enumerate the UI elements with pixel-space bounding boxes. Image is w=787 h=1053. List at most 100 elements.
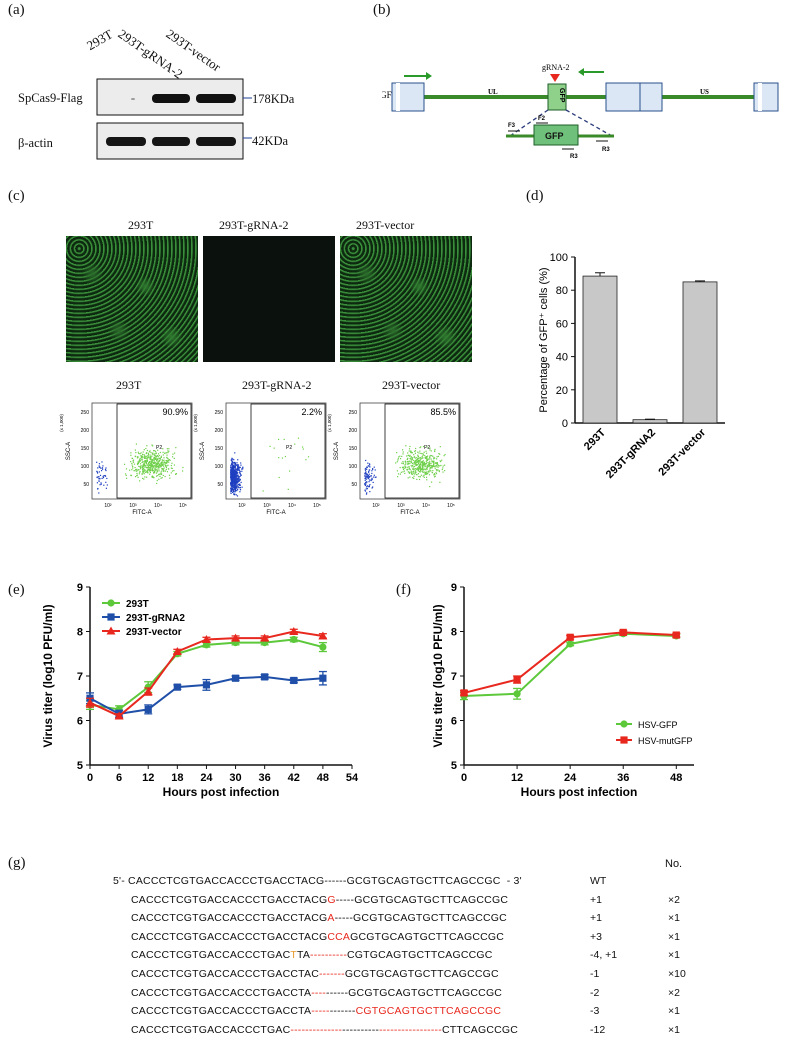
sequence-text: 5'- CACCCTCGTGACCACCCTGACCTACG------GCGT…	[113, 875, 522, 887]
ul-label: UL	[488, 88, 498, 96]
sequence-text: CACCCTCGTGACCACCCTGACCTA------------CGTG…	[131, 1005, 501, 1017]
y-axis-label: Virus titer (log10 PFU/ml)	[431, 604, 445, 747]
sequence-row: CACCCTCGTGACCACCCTGACCTA----------GCGTGC…	[0, 987, 787, 1005]
flow-gate-label: P2	[424, 445, 430, 451]
y-tick-label: 5	[77, 760, 83, 772]
data-point	[319, 643, 327, 651]
genome-schematic: HSV-GFP GFP UL US gRNA-2 GFP F3 F2 R3 R3	[382, 63, 779, 160]
flow-ytick: 100	[81, 464, 90, 470]
microscopy-293t	[66, 236, 198, 362]
sequence-segment: CACCCTCGTGACCACCCTGAC	[131, 1023, 291, 1036]
legend-label: 293T	[126, 599, 149, 610]
y-tick-label: 100	[550, 252, 568, 264]
flow-xtick: 10⁴	[154, 503, 162, 509]
sequence-text: CACCCTCGTGACCACCCTGACCTACGG-----GCGTGCAG…	[131, 894, 508, 906]
micro-title-vector: 293T-vector	[356, 218, 415, 232]
sequence-segment: G	[327, 893, 336, 906]
flow-xlabel: FITC-A	[132, 510, 151, 516]
data-point	[107, 613, 115, 621]
gfp-label-top: GFP	[558, 88, 565, 103]
flow-xlabel: FITC-A	[266, 510, 285, 516]
flow-title-vector: 293T-vector	[382, 378, 441, 392]
sequence-segment: CACCCTCGTGACCACCCTGACCTACG	[131, 930, 328, 943]
microscopy-grna2	[203, 236, 335, 362]
y-axis-label: Percentage of GFP⁺ cells (%)	[538, 267, 550, 412]
bar	[682, 281, 718, 424]
blot-image	[96, 78, 252, 160]
panel-label-b: (b)	[373, 2, 391, 18]
flow-xtick: 10³	[263, 503, 271, 509]
data-point	[513, 690, 521, 698]
y-tick-label: 0	[562, 418, 568, 430]
sequence-row: CACCCTCGTGACCACCCTGACCTACGG-----GCGTGCAG…	[0, 894, 787, 912]
sequence-segment: ----------	[342, 1023, 380, 1036]
flow-title-grna2: 293T-gRNA-2	[242, 378, 312, 392]
sequence-row: CACCCTCGTGACCACCCTGACCTAC-------GCGTGCAG…	[0, 968, 787, 986]
sequence-segment: 5'- CACCCTCGTGACCACCCTGACCTACG------GCGT…	[113, 875, 522, 887]
x-axis-label: Hours post infection	[521, 785, 638, 799]
data-point	[566, 640, 574, 648]
sequence-row: CACCCTCGTGACCACCCTGACCTACGCCAGCGTGCAGTGC…	[0, 931, 787, 949]
data-point	[202, 641, 211, 649]
panel-label-d: (d)	[526, 188, 544, 204]
mutation-type: -4, +1	[590, 949, 618, 962]
y-tick-label: 8	[451, 627, 457, 639]
flow-title-293t: 293T	[116, 378, 142, 392]
clone-count: ×1	[668, 930, 680, 943]
mutation-type: -3	[590, 1005, 600, 1018]
sequence-segment: ----	[311, 986, 326, 999]
x-tick-label: 18	[171, 772, 183, 784]
data-point	[289, 627, 299, 635]
data-point	[620, 736, 628, 744]
y-tick-label: 7	[77, 671, 83, 683]
sequence-text: CACCCTCGTGACCACCCTGACCTA----------GCGTGC…	[131, 987, 502, 999]
x-tick-label: 36	[259, 772, 271, 784]
row-label-spcas9: SpCas9-Flag	[18, 91, 83, 105]
x-tick-label: 54	[346, 772, 359, 784]
data-point	[173, 683, 181, 691]
data-point	[460, 689, 468, 697]
sequence-segment: -----------------	[379, 1023, 442, 1036]
data-point	[144, 705, 152, 713]
x-tick-label: 30	[229, 772, 241, 784]
x-tick-label: 48	[317, 772, 329, 784]
sequence-segment: -------	[329, 1005, 356, 1018]
panel-label-e: (e)	[8, 582, 25, 598]
sequence-segment: CACCCTCGTGACCACCCTGACCTACG	[131, 912, 328, 925]
x-axis-label: Hours post infection	[163, 785, 280, 799]
sequence-segment: CACCCTCGTGACCACCCTGACCTA	[131, 1005, 312, 1018]
mutation-type: -1	[590, 968, 600, 980]
sequence-segment: CGTGCAGTGCTTCAGCCGC	[347, 949, 493, 962]
primer-r3a: R3	[570, 154, 578, 160]
y-tick-label: 6	[451, 716, 457, 728]
gfp-label-insert: GFP	[545, 131, 564, 141]
flow-gate-label: P2	[286, 445, 292, 451]
y-tick-label: 9	[451, 582, 457, 594]
data-point	[143, 687, 153, 696]
y-tick-label: 80	[556, 285, 568, 297]
data-point	[513, 675, 521, 684]
sequence-text: CACCCTCGTGACCACCCTGACCTACGA-----GCGTGCAG…	[131, 912, 507, 924]
data-point	[107, 599, 115, 607]
flow-percent: 2.2%	[301, 407, 322, 417]
primer-f3: F3	[508, 123, 516, 129]
sequence-segment: CCA	[327, 930, 351, 943]
x-tick-label: 42	[288, 772, 300, 784]
flow-ytick: 50	[83, 482, 89, 488]
sequence-segment: GCGTGCAGTGCTTCAGCCGC	[350, 930, 505, 943]
flow-gate-label: P2	[156, 445, 162, 451]
grna-marker-icon	[550, 74, 560, 82]
size-label-42: 42KDa	[252, 134, 289, 148]
sequence-segment: CACCCTCGTGACCACCCTGACCTA	[131, 986, 312, 999]
flow-frame	[225, 402, 327, 500]
lane-label-293t: 293T	[84, 26, 116, 54]
sequence-row: CACCCTCGTGACCACCCTGAC -------------------…	[0, 1024, 787, 1042]
mutation-type: +1	[590, 893, 602, 906]
flow-ytick: 200	[215, 428, 224, 434]
series-line	[89, 638, 324, 711]
y-tick-label: 9	[77, 582, 83, 594]
flow-ylabel: SSC-A	[334, 442, 340, 460]
x-tick-label: 24	[200, 772, 213, 784]
x-tick-label: 12	[511, 772, 523, 784]
data-point	[290, 676, 298, 685]
